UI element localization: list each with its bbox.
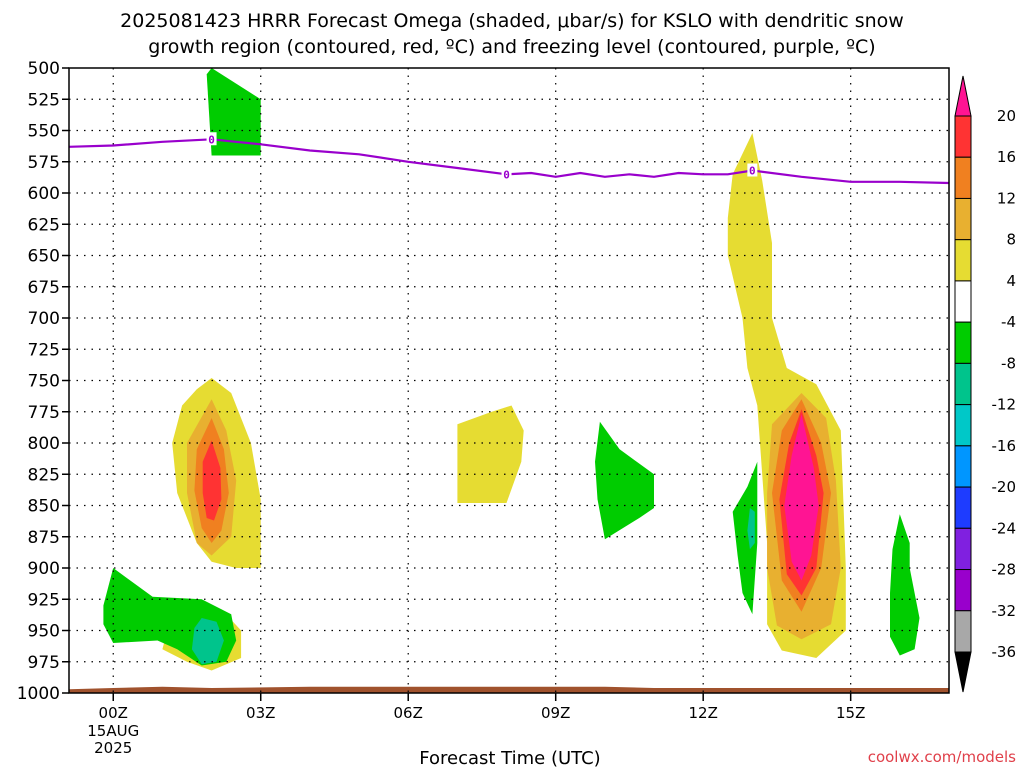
colorbar-bottom-arrow — [954, 651, 972, 693]
credit-text: coolwx.com/models — [868, 748, 1016, 766]
y-tick-label-950: 950 — [28, 622, 60, 642]
omega-region-magenta-h14 — [784, 414, 819, 581]
colorbar: 20 16 12 8 4 -4 -8 -12 -16 -20 -24 -28 -32 -36 — [954, 75, 1017, 693]
colorbar-label-6: -8 — [1001, 354, 1016, 372]
colorbar-label-11: -28 — [992, 561, 1017, 579]
y-tick-label-850: 850 — [28, 497, 60, 517]
colorbar-bin-5 — [954, 321, 972, 364]
colorbar-bin-7 — [954, 404, 972, 447]
colorbar-label-10: -24 — [992, 519, 1017, 537]
y-tick-label-1000: 1000 — [17, 684, 60, 704]
colorbar-label-12: -32 — [992, 602, 1017, 620]
y-tick-label-975: 975 — [28, 653, 60, 673]
x-tick-label-06Z: 06Z — [394, 704, 423, 722]
colorbar-bin-10 — [954, 527, 972, 571]
y-tick-label-700: 700 — [28, 309, 60, 329]
y-tick-label-900: 900 — [28, 559, 60, 579]
omega-region-yellow-h7 — [457, 405, 524, 503]
terrain-fill — [69, 686, 949, 693]
omega-region-green-upper-h2 — [206, 68, 261, 156]
omega-region-red-h2 — [202, 440, 222, 521]
x-tick-label-00Z: 00Z — [99, 704, 128, 722]
y-tick-label-925: 925 — [28, 590, 60, 610]
y-tick-label-800: 800 — [28, 434, 60, 454]
colorbar-label-3: 8 — [1006, 231, 1016, 249]
freezing-level-label-2: 0 — [749, 165, 756, 178]
x-tick-sublabel-date: 15AUG — [87, 722, 139, 740]
colorbar-bin-1 — [954, 156, 972, 199]
y-tick-label-750: 750 — [28, 372, 60, 392]
colorbar-bin-12 — [954, 610, 972, 653]
colorbar-label-4: 4 — [1006, 272, 1016, 290]
colorbar-label-2: 12 — [997, 189, 1016, 207]
y-tick-label-650: 650 — [28, 247, 60, 267]
omega-region-teal-h13-low — [747, 508, 755, 550]
terrain-layer — [69, 686, 949, 693]
colorbar-label-9: -20 — [992, 478, 1017, 496]
omega-region-green-h10 — [595, 421, 654, 540]
omega-region-green-h13-low — [732, 461, 758, 615]
colorbar-label-7: -12 — [992, 396, 1017, 414]
y-tick-label-525: 525 — [28, 90, 60, 110]
x-tick-label-03Z: 03Z — [246, 704, 275, 722]
colorbar-bin-0 — [954, 115, 972, 158]
colorbar-bin-11 — [954, 569, 972, 612]
colorbar-label-5: -4 — [1001, 313, 1016, 331]
x-tick-label-15Z: 15Z — [836, 704, 865, 722]
freezing-level-label-bg-0 — [206, 132, 217, 146]
y-tick-label-675: 675 — [28, 278, 60, 298]
x-tick-sublabel-year: 2025 — [94, 739, 132, 757]
colorbar-label-13: -36 — [992, 643, 1017, 661]
y-tick-label-600: 600 — [28, 184, 60, 204]
freezing-level-label-1: 0 — [503, 168, 510, 181]
colorbar-bin-9 — [954, 486, 972, 529]
colorbar-label-1: 16 — [997, 148, 1016, 166]
x-tick-label-12Z: 12Z — [689, 704, 718, 722]
chart-title-line2: growth region (contoured, red, ºC) and f… — [148, 36, 875, 58]
freezing-level-label-bg-2 — [747, 163, 758, 177]
colorbar-bin-6 — [954, 362, 972, 406]
pressure-axis: 500 525 550 575 600 625 650 675 700 725 750 775 800 8… — [17, 59, 69, 704]
colorbar-label-0: 20 — [997, 107, 1016, 125]
x-tick-label-09Z: 09Z — [541, 704, 570, 722]
y-tick-label-825: 825 — [28, 465, 60, 485]
y-tick-label-775: 775 — [28, 403, 60, 423]
y-tick-label-550: 550 — [28, 122, 60, 142]
colorbar-bin-4 — [954, 280, 972, 323]
y-tick-label-725: 725 — [28, 340, 60, 360]
omega-region-teal-h2-low — [191, 618, 224, 665]
colorbar-top-arrow — [954, 75, 972, 117]
freezing-level-label-bg-1 — [501, 167, 512, 181]
x-axis-title: Forecast Time (UTC) — [419, 748, 600, 768]
y-tick-label-875: 875 — [28, 528, 60, 548]
colorbar-bin-8 — [954, 445, 972, 488]
colorbar-label-8: -16 — [992, 437, 1017, 455]
y-tick-label-625: 625 — [28, 215, 60, 235]
freezing-level-contour: 0 0 0 — [68, 132, 950, 185]
colorbar-bin-2 — [954, 197, 972, 241]
freezing-level-label-0: 0 — [208, 133, 215, 146]
y-tick-label-575: 575 — [28, 153, 60, 173]
colorbar-bin-3 — [954, 239, 972, 282]
freezing-level-line — [68, 138, 950, 185]
omega-region-green-h16-low — [890, 514, 920, 656]
omega-shaded-regions — [103, 68, 920, 671]
chart-title-line1: 2025081423 HRRR Forecast Omega (shaded, … — [120, 10, 904, 32]
y-tick-label-500: 500 — [28, 59, 60, 79]
